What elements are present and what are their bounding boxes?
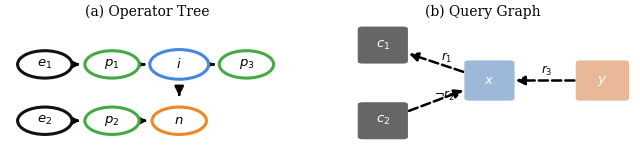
Text: $y$: $y$: [597, 74, 607, 87]
Text: $i$: $i$: [177, 57, 182, 71]
FancyBboxPatch shape: [358, 102, 408, 139]
FancyBboxPatch shape: [358, 27, 408, 64]
Text: $c_2$: $c_2$: [376, 114, 390, 127]
Text: $x$: $x$: [484, 74, 495, 87]
Text: $e_2$: $e_2$: [37, 114, 52, 127]
Text: $p_3$: $p_3$: [239, 57, 254, 71]
Text: (b) Query Graph: (b) Query Graph: [426, 5, 541, 19]
Text: $\neg r_2$: $\neg r_2$: [434, 89, 455, 103]
Text: $r_1$: $r_1$: [441, 51, 452, 65]
Text: $e_1$: $e_1$: [37, 58, 52, 71]
Circle shape: [150, 50, 209, 79]
FancyBboxPatch shape: [576, 60, 629, 101]
Text: $p_1$: $p_1$: [104, 57, 120, 71]
Circle shape: [219, 51, 274, 78]
Circle shape: [17, 51, 72, 78]
Text: (a) Operator Tree: (a) Operator Tree: [85, 5, 209, 19]
FancyBboxPatch shape: [465, 60, 515, 101]
Circle shape: [85, 51, 140, 78]
Text: $c_1$: $c_1$: [376, 38, 390, 52]
Text: $r_3$: $r_3$: [541, 64, 552, 78]
Text: $n$: $n$: [175, 114, 184, 127]
Circle shape: [152, 107, 207, 134]
Circle shape: [85, 107, 140, 134]
Text: $p_2$: $p_2$: [104, 114, 120, 128]
Circle shape: [17, 107, 72, 134]
